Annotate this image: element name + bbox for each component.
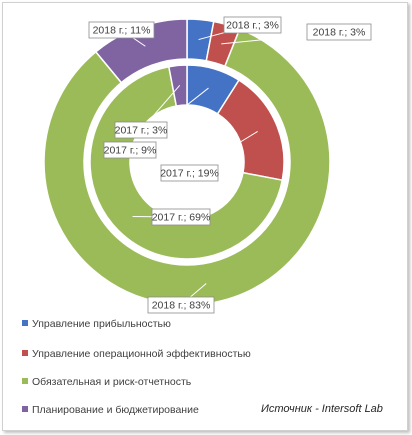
data-label-inner-mandatory-reporting: 2017 г.; 69% bbox=[151, 208, 211, 226]
data-label-text: 2017 г.; 3% bbox=[115, 125, 168, 137]
data-labels: 2017 г.; 9%2017 г.; 19% 2017 г.; 69% 2017 … bbox=[88, 16, 372, 314]
source-note: Источник - Intersoft Lab bbox=[261, 403, 383, 415]
legend-label: Обязательная и риск-отчетность bbox=[32, 376, 192, 388]
legend-item-operational-efficiency: Управление операционной эффективностью bbox=[22, 348, 251, 360]
data-label-box bbox=[306, 23, 372, 41]
source-label: Источник bbox=[261, 403, 313, 415]
label-leader-line bbox=[129, 87, 209, 151]
legend-label: Планирование и бюджетирование bbox=[32, 404, 199, 416]
data-label-outer-operational-efficiency: 2018 г.; 3% bbox=[306, 23, 372, 41]
data-label-outer-profitability: 2018 г.; 3% bbox=[223, 16, 282, 34]
data-label-text: 2018 г.; 3% bbox=[226, 20, 279, 32]
legend-item-profitability: Управление прибыльностью bbox=[22, 318, 171, 330]
legend-label: Управление операционной эффективностью bbox=[32, 348, 251, 360]
data-label-box bbox=[223, 16, 282, 34]
legend-swatch bbox=[22, 406, 28, 412]
data-label-box bbox=[160, 164, 219, 182]
data-label-inner-planning-budgeting: 2017 г.; 3% bbox=[114, 121, 168, 139]
source-separator: - bbox=[315, 403, 319, 415]
data-label-inner-profitability: 2017 г.; 9% bbox=[103, 141, 157, 159]
legend-swatch bbox=[22, 350, 28, 356]
data-label-box bbox=[114, 121, 168, 139]
source-name: Intersoft Lab bbox=[321, 403, 383, 415]
legend-item-mandatory-reporting: Обязательная и риск-отчетность bbox=[22, 376, 191, 388]
legend-label: Управление прибыльностью bbox=[32, 318, 171, 330]
data-label-text: 2017 г.; 19% bbox=[160, 168, 219, 180]
legend-swatch bbox=[22, 378, 28, 384]
donut-rings bbox=[43, 18, 331, 306]
data-label-text: 2018 г.; 11% bbox=[93, 25, 151, 37]
data-label-text: 2018 г.; 3% bbox=[313, 27, 366, 39]
data-label-box bbox=[88, 21, 155, 39]
legend-item-planning-budgeting: Планирование и бюджетирование bbox=[22, 404, 199, 416]
outer-ring-slice-mandatory-reporting bbox=[43, 28, 331, 306]
data-label-text: 2017 г.; 9% bbox=[104, 145, 157, 157]
data-label-outer-planning-budgeting: 2018 г.; 11% bbox=[88, 21, 155, 39]
legend-swatch bbox=[22, 320, 28, 326]
data-label-text: 2017 г.; 69% bbox=[152, 212, 211, 224]
data-label-box bbox=[103, 141, 157, 159]
data-label-box bbox=[151, 208, 211, 226]
data-label-inner-operational-efficiency: 2017 г.; 19% bbox=[160, 164, 219, 182]
data-label-outer-mandatory-reporting: 2018 г.; 83% bbox=[147, 296, 215, 314]
data-label-text: 2018 г.; 83% bbox=[152, 300, 211, 312]
data-label-box bbox=[147, 296, 215, 314]
